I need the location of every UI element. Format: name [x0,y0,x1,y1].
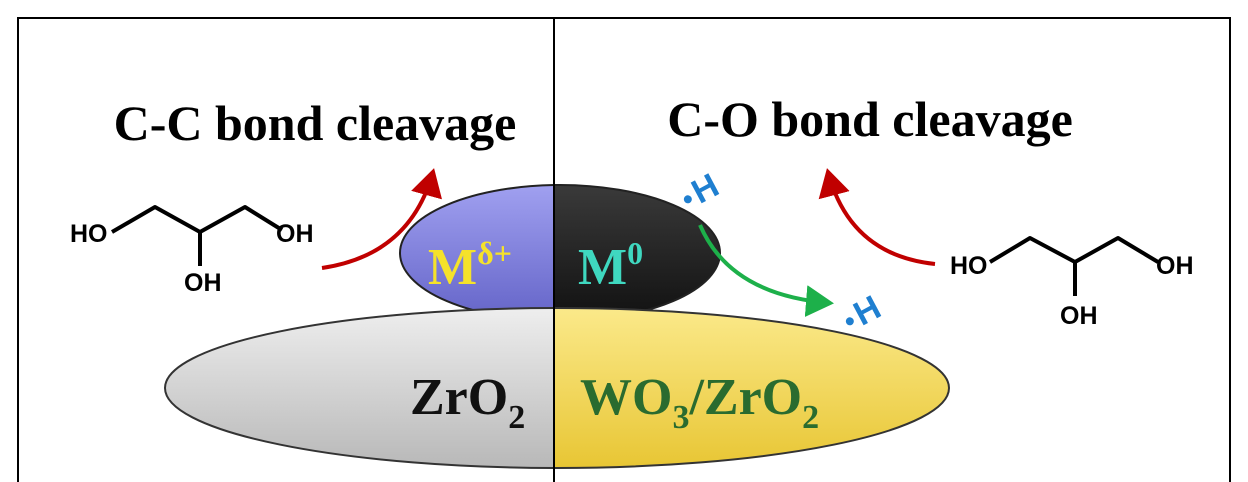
molecule-label: OH [1060,302,1098,330]
symbol: M [428,239,477,296]
title-right: C-O bond cleavage [667,91,1073,147]
subscript: 2 [508,399,525,436]
hydrogen-label: H [685,166,725,211]
superscript: 0 [627,235,643,271]
hydrogen: H [845,288,887,333]
arrow [321,168,442,270]
arrow [698,224,834,318]
subscript: 3 [672,399,689,436]
formula: WO [580,369,672,426]
support-label-left: ZrO2 [410,369,525,436]
support-label-right: WO3/ZrO2 [580,369,819,436]
glycerol-left [110,205,284,266]
formula: /ZrO [688,369,802,426]
superscript: δ+ [477,235,512,271]
molecule-label: HO [950,252,988,280]
hydrogen-label: H [847,288,887,333]
support [164,307,950,469]
title-left: C-C bond cleavage [114,95,517,151]
molecule-label: OH [1156,252,1194,280]
metal-label-right: M0 [578,235,643,296]
formula: ZrO [410,369,508,426]
molecule-label: OH [276,220,314,248]
arrow [818,168,936,266]
subscript: 2 [802,399,819,436]
molecule-label: HO [70,220,108,248]
metal-label-left: Mδ+ [428,235,512,296]
glycerol-right [988,236,1160,296]
frame [17,17,1231,482]
molecule-label: OH [184,269,222,297]
symbol: M [578,239,627,296]
metal-particle [399,184,721,322]
